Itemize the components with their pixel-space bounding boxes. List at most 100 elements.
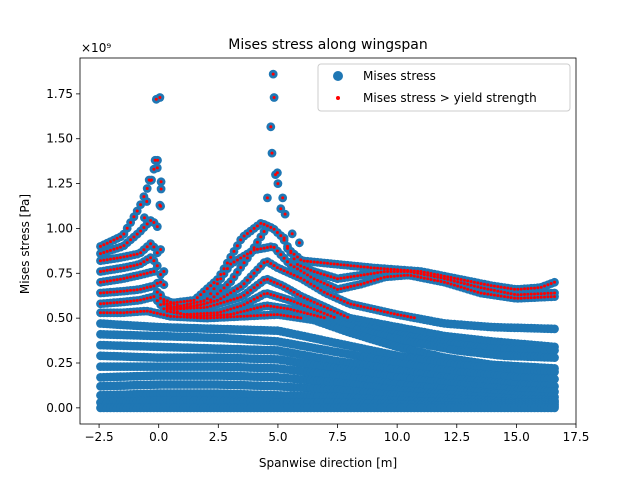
yield-exceed-point <box>175 307 179 311</box>
mises-stress-point <box>550 367 559 377</box>
yield-exceed-point <box>252 297 256 301</box>
mises-stress-point <box>550 403 559 413</box>
yield-exceed-point <box>352 274 356 278</box>
yield-exceed-point <box>99 252 102 256</box>
yield-exceed-point <box>289 251 293 255</box>
yield-exceed-point <box>396 274 400 278</box>
yield-exceed-point <box>112 278 116 282</box>
x-axis-ticks: −2.5 0.0 2.5 5.0 7.5 10.0 12.5 15.0 17.5 <box>85 424 589 444</box>
yield-exceed-point <box>319 315 323 319</box>
yield-exceed-point <box>546 283 550 287</box>
yield-exceed-point <box>112 267 116 271</box>
yield-exceed-point <box>292 290 296 294</box>
yield-exceed-point <box>299 258 303 262</box>
yield-exceed-point <box>222 313 226 317</box>
yield-exceed-point <box>145 286 149 289</box>
yield-exceed-point <box>242 261 246 265</box>
yield-exceed-point <box>105 311 109 315</box>
yield-exceed-point <box>99 244 102 248</box>
yield-exceed-point <box>326 292 329 296</box>
yield-exceed-point <box>129 288 133 292</box>
yield-exceed-point <box>239 295 243 299</box>
yield-exceed-point <box>529 292 533 296</box>
yield-exceed-point <box>199 303 203 307</box>
yield-exceed-point <box>165 309 169 313</box>
yield-exceed-point <box>155 290 159 294</box>
yield-exceed-point <box>172 301 176 305</box>
yield-exceed-point <box>147 178 151 182</box>
yield-exceed-point <box>282 236 286 240</box>
yield-exceed-point <box>156 158 159 162</box>
yield-exceed-point <box>276 182 280 186</box>
yield-exceed-point <box>102 251 106 254</box>
yield-exceed-point <box>209 316 213 320</box>
x-tick-label: 0.0 <box>149 430 168 444</box>
yield-exceed-point <box>132 235 136 239</box>
yield-exceed-point <box>209 292 213 296</box>
yield-exceed-point <box>212 316 216 320</box>
yield-exceed-point <box>142 297 146 301</box>
yield-exceed-point <box>139 229 143 233</box>
yield-exceed-point <box>265 313 269 317</box>
yield-exceed-point <box>322 273 326 277</box>
yield-exceed-point <box>142 260 146 264</box>
yield-exceed-point <box>262 313 266 317</box>
yield-exceed-point <box>115 311 119 315</box>
yield-exceed-point <box>536 286 540 290</box>
yield-exceed-point <box>529 296 533 300</box>
yield-exceed-point <box>432 278 436 282</box>
yield-exceed-point <box>105 249 109 253</box>
yield-exceed-point <box>422 273 426 277</box>
yield-exceed-point <box>182 306 186 310</box>
yield-exceed-point <box>479 291 483 295</box>
yield-exceed-point <box>129 238 133 242</box>
yield-exceed-point <box>172 308 176 312</box>
yield-exceed-point <box>215 278 219 281</box>
yield-exceed-point <box>503 286 506 290</box>
legend: Mises stress Mises stress > yield streng… <box>317 63 571 112</box>
yield-exceed-point <box>109 301 112 305</box>
yield-exceed-point <box>526 287 530 291</box>
yield-exceed-point <box>292 273 296 277</box>
yield-exceed-point <box>296 316 299 319</box>
yield-exceed-point <box>212 313 216 317</box>
yield-exceed-point <box>205 305 209 309</box>
yield-exceed-point <box>336 311 339 315</box>
yield-exceed-point <box>225 315 229 319</box>
yield-exceed-point <box>299 294 303 298</box>
yield-exceed-point <box>139 298 143 302</box>
yield-exceed-point <box>462 282 466 286</box>
yield-exceed-point <box>302 278 306 282</box>
yield-exceed-point <box>132 274 136 278</box>
y-axis-label: Mises stress [Pa] <box>18 194 32 294</box>
yield-exceed-point <box>259 294 263 298</box>
yield-exceed-point <box>523 292 526 296</box>
yield-exceed-point <box>376 277 380 281</box>
yield-exceed-point <box>329 314 333 318</box>
yield-exceed-point <box>192 306 196 310</box>
yield-exceed-point <box>239 256 243 260</box>
yield-exceed-point <box>459 278 463 281</box>
yield-exceed-point <box>279 267 283 271</box>
yield-exceed-point <box>409 274 413 277</box>
yield-exceed-point <box>553 280 556 284</box>
yield-exceed-point <box>202 290 206 294</box>
yield-exceed-point <box>302 296 306 300</box>
yield-exceed-point <box>252 271 256 275</box>
yield-exceed-point <box>209 284 213 288</box>
yield-exceed-point <box>459 285 463 289</box>
yield-exceed-point <box>429 274 433 278</box>
yield-exceed-point <box>382 275 386 279</box>
yield-exceed-point <box>202 312 206 315</box>
yield-exceed-point <box>319 310 323 314</box>
yield-exceed-point <box>159 273 163 276</box>
yield-exceed-point <box>292 257 296 261</box>
yield-exceed-point <box>265 224 269 228</box>
yield-exceed-point <box>212 303 216 307</box>
yield-exceed-point <box>459 281 463 285</box>
yield-exceed-point <box>329 293 333 297</box>
yield-exceed-point <box>125 265 129 269</box>
yield-exceed-point <box>299 269 303 273</box>
yield-exceed-point <box>145 296 149 300</box>
yield-exceed-point <box>145 222 149 226</box>
